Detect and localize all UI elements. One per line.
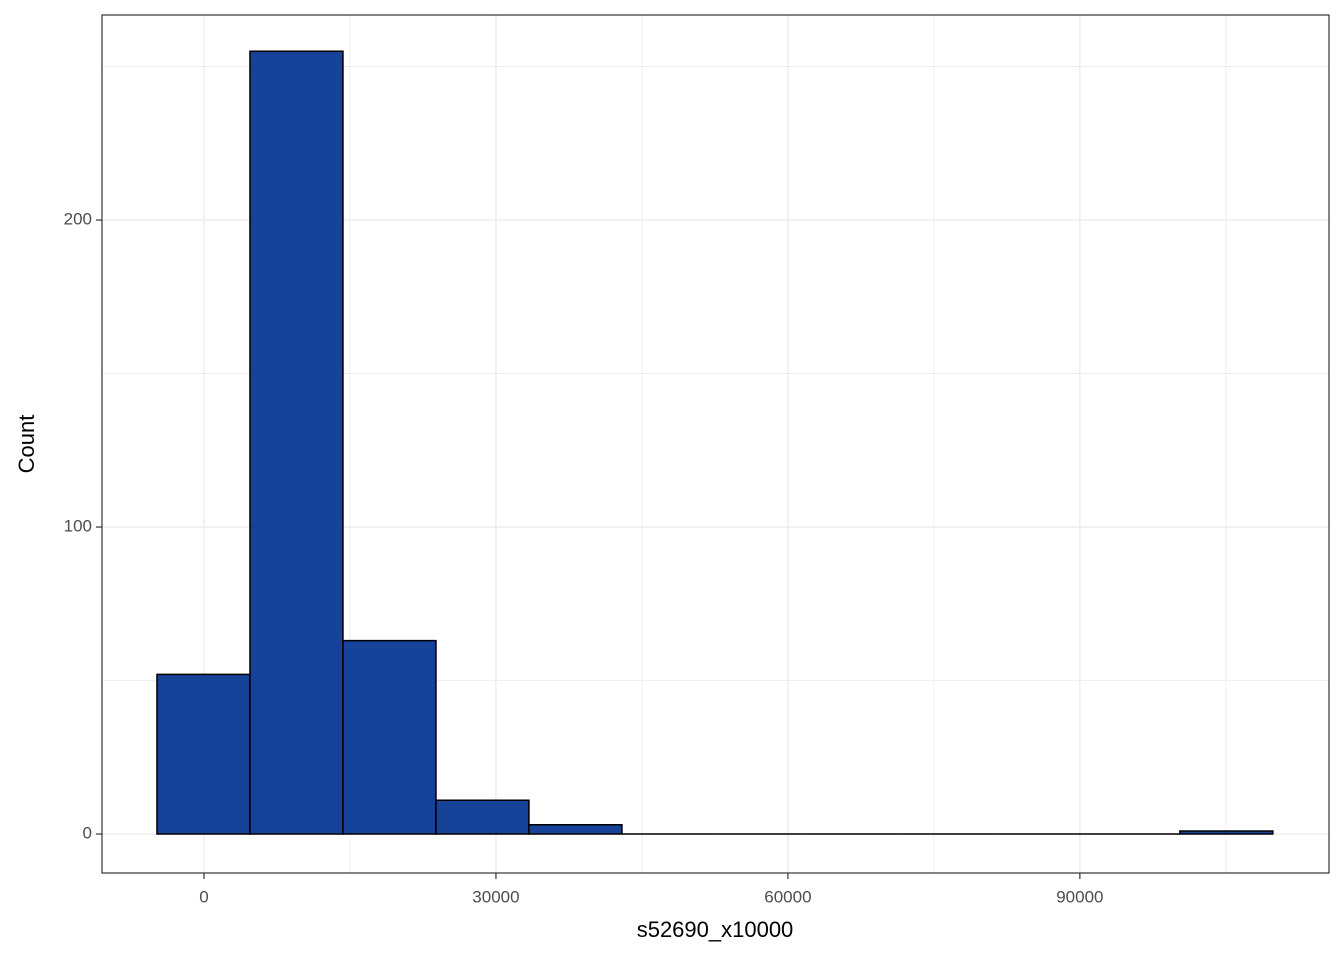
y-tick-label: 0 (83, 823, 92, 842)
x-tick-label: 0 (199, 887, 208, 906)
bar (156, 673, 251, 835)
bar (342, 639, 437, 835)
panel-border (101, 14, 1330, 874)
x-tick-label: 30000 (472, 887, 519, 906)
y-tick-label: 200 (64, 210, 92, 229)
bar (435, 799, 530, 835)
x-tick-label: 90000 (1056, 887, 1103, 906)
y-tick-label: 100 (64, 517, 92, 536)
y-axis-title: Count (14, 415, 39, 474)
x-tick-label: 60000 (764, 887, 811, 906)
bar (1179, 830, 1274, 835)
x-axis-title: s52690_x10000 (637, 917, 794, 942)
bar (528, 824, 623, 835)
bar (249, 50, 344, 835)
